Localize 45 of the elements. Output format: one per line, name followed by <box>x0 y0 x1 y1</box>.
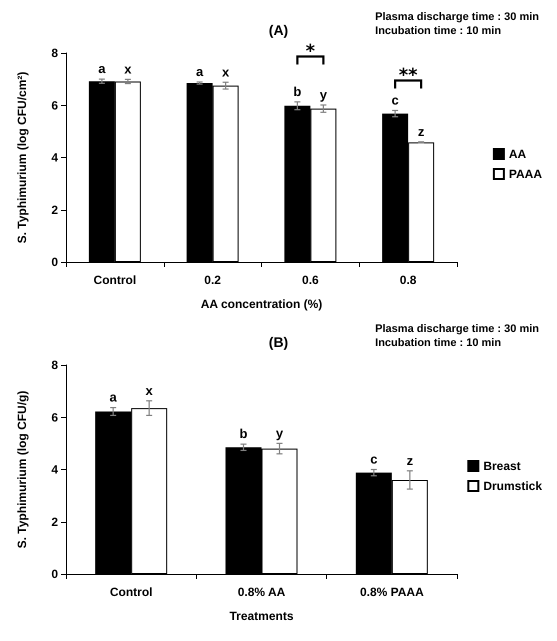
y-tick-label: 4 <box>51 150 58 164</box>
annotation: ** <box>398 64 418 86</box>
y-tick-label: 8 <box>51 358 58 372</box>
data-label: y <box>276 425 284 440</box>
y-tick-label: 4 <box>51 462 58 476</box>
y-tick-label: 0 <box>51 567 58 581</box>
legend-label: AA <box>508 147 527 161</box>
x-tick-label: Control <box>110 585 152 599</box>
y-axis-title: S. Typhimurium (log CFU/cm²) <box>15 72 29 244</box>
chart-title: (A) <box>268 22 288 38</box>
data-label: a <box>110 390 118 405</box>
data-label: z <box>406 452 414 468</box>
x-tick-label: Control <box>94 273 136 287</box>
data-label: z <box>418 124 425 139</box>
data-label: b <box>240 426 248 442</box>
x-axis-title: AA concentration (%) <box>200 297 322 311</box>
data-label: a <box>196 64 204 79</box>
data-label: b <box>293 84 302 99</box>
data-label: x <box>146 382 154 398</box>
x-tick-label: 0.8% AA <box>238 585 286 599</box>
x-axis-title: Treatments <box>229 609 294 623</box>
data-label: a <box>98 61 106 76</box>
y-tick-label: 6 <box>51 410 58 424</box>
x-tick-label: 0.8% PAAA <box>360 585 424 599</box>
x-tick-label: 0.2 <box>204 273 222 287</box>
chart-title: (B) <box>268 334 288 350</box>
y-tick-label: 2 <box>51 514 58 529</box>
data-label: c <box>370 452 378 466</box>
y-tick-label: 2 <box>51 202 58 217</box>
y-tick-label: 0 <box>51 255 58 269</box>
legend-label: Breast <box>483 459 521 473</box>
data-label: c <box>392 92 399 108</box>
data-label: x <box>222 64 230 80</box>
y-tick-label: 8 <box>51 46 58 60</box>
legend-label: PAAA <box>508 167 542 181</box>
chart-subtitle: Plasma discharge time : 30 min Incubation time : 10 min <box>375 11 540 37</box>
data-label: y <box>320 86 328 102</box>
y-tick-label: 6 <box>51 98 58 112</box>
annotation: * <box>306 40 316 62</box>
x-tick-label: 0.8 <box>400 273 417 287</box>
y-axis-title: S. Typhimurium (log CFU/g) <box>15 390 29 548</box>
chart-subtitle: Plasma discharge time : 30 min Incubation time : 10 min <box>375 323 540 349</box>
legend-label: Drumstick <box>483 479 542 493</box>
x-tick-label: 0.6 <box>302 273 320 287</box>
data-label: x <box>124 61 132 76</box>
